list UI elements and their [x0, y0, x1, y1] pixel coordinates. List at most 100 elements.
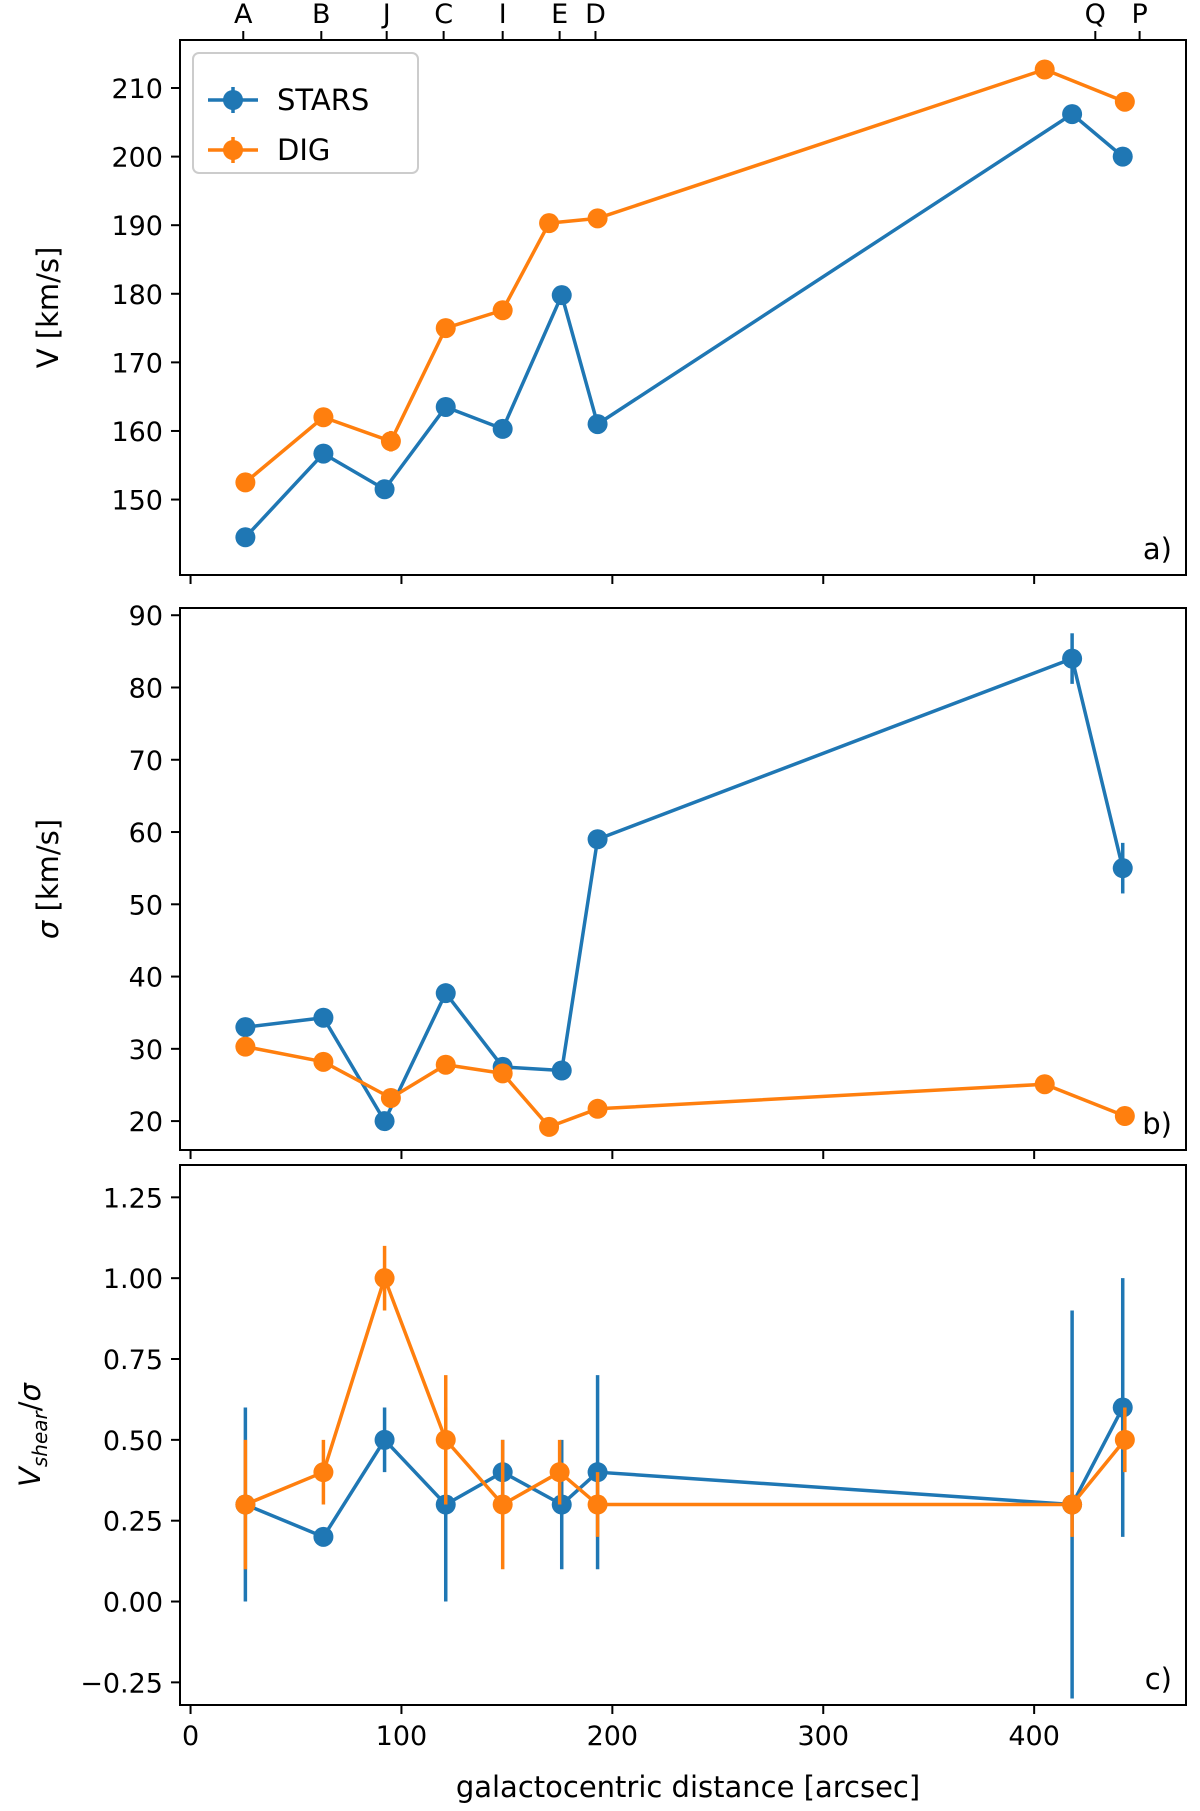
data-point	[374, 1268, 395, 1289]
plot-frame	[179, 39, 1187, 576]
legend-label: DIG	[277, 133, 330, 167]
legend-entry: STARS	[208, 83, 369, 117]
data-point	[435, 318, 456, 339]
data-point	[435, 1054, 456, 1075]
x-tick-label: 0	[182, 1721, 199, 1752]
panel-label: c)	[1145, 1662, 1172, 1696]
data-point	[551, 285, 572, 306]
data-point	[435, 983, 456, 1004]
series-dig	[235, 1245, 1135, 1570]
data-point	[587, 208, 608, 229]
data-point	[313, 1526, 334, 1547]
y-tick-label: 190	[111, 211, 163, 242]
data-point	[1112, 146, 1133, 167]
y-tick-label: 170	[111, 348, 163, 379]
y-tick-label: 60	[129, 818, 163, 849]
panel-3: −0.25 0.00 0.25 0.50 0.75 1.00 1.25 0 100 200 300 4…	[13, 1164, 1187, 1752]
data-point	[1062, 104, 1083, 125]
legend-swatch-marker	[223, 90, 243, 110]
series-stars	[235, 1278, 1133, 1699]
x-axis-label: galactocentric distance [arcsec]	[456, 1770, 920, 1804]
data-point	[587, 1494, 608, 1515]
panel-label: a)	[1143, 532, 1172, 566]
legend-entry: DIG	[208, 133, 330, 167]
top-region-label: A	[234, 0, 253, 30]
y-tick-label: 50	[129, 890, 163, 921]
y-axis-label: V [km/s]	[31, 247, 65, 369]
data-point	[380, 431, 401, 452]
x-tick-label: 400	[1008, 1721, 1060, 1752]
y-tick-label: 0.50	[103, 1426, 163, 1457]
data-point	[1114, 91, 1135, 112]
series-line-dig	[244, 1276, 1127, 1507]
data-point	[1062, 1494, 1083, 1515]
y-axis-label: σ [km/s]	[31, 819, 65, 939]
data-point	[313, 1051, 334, 1072]
y-tick-label: 40	[129, 963, 163, 994]
y-tick-label: 70	[129, 746, 163, 777]
plot-frame	[179, 1164, 1187, 1706]
data-point	[492, 418, 513, 439]
data-point	[551, 1060, 572, 1081]
panel-2: 20 30 40 50 60 70 80 90 σ [km/s] b)	[31, 601, 1187, 1159]
data-point	[1062, 648, 1083, 669]
series-line-stars	[245, 656, 1125, 1123]
x-tick-label: 200	[587, 1721, 639, 1752]
x-tick-label: 300	[797, 1721, 849, 1752]
top-region-label: P	[1131, 0, 1147, 30]
data-point	[313, 407, 334, 428]
data-point	[539, 213, 560, 234]
top-region-label: J	[381, 0, 391, 30]
y-tick-label: 180	[111, 280, 163, 311]
y-tick-label: 80	[129, 673, 163, 704]
panel-1: 150 160 170 180 190 200 210 V [km/s] a) STARS DIG	[31, 39, 1187, 584]
legend-swatch-marker	[223, 140, 243, 160]
top-region-label: E	[551, 0, 568, 30]
y-tick-label: 200	[111, 143, 163, 174]
y-tick-label: 1.25	[103, 1183, 163, 1214]
data-point	[374, 1111, 395, 1132]
data-point	[235, 1036, 256, 1057]
data-point	[587, 829, 608, 850]
y-tick-label: 0.00	[103, 1588, 163, 1619]
legend-box	[192, 52, 419, 174]
data-point	[235, 1494, 256, 1515]
series-line-stars	[244, 1406, 1125, 1539]
data-point	[1114, 1429, 1135, 1450]
data-point	[313, 1462, 334, 1483]
data-point	[549, 1462, 570, 1483]
y-tick-label: −0.25	[80, 1668, 163, 1699]
data-point	[587, 1098, 608, 1119]
data-point	[1114, 1106, 1135, 1127]
y-tick-label: 30	[129, 1035, 163, 1066]
data-point	[235, 1017, 256, 1038]
legend: STARS DIG	[192, 52, 419, 174]
top-region-label: Q	[1085, 0, 1106, 30]
data-point	[435, 1429, 456, 1450]
data-point	[374, 479, 395, 500]
series-stars	[235, 104, 1133, 548]
y-tick-label: 20	[129, 1107, 163, 1138]
data-point	[539, 1116, 560, 1137]
top-region-label: I	[499, 0, 507, 30]
y-tick-label: 0.25	[103, 1507, 163, 1538]
y-tick-label: 90	[129, 601, 163, 632]
series-dig	[235, 1036, 1135, 1137]
data-point	[587, 414, 608, 435]
data-point	[235, 527, 256, 548]
y-tick-label: 150	[111, 486, 163, 517]
y-axis-label: Vshear/σ	[13, 1381, 52, 1487]
legend-label: STARS	[277, 83, 369, 117]
y-tick-label: 160	[111, 417, 163, 448]
data-point	[1034, 59, 1055, 80]
data-point	[1112, 858, 1133, 879]
data-point	[492, 1494, 513, 1515]
y-tick-label: 1.00	[103, 1264, 163, 1295]
data-point	[374, 1429, 395, 1450]
data-point	[551, 1494, 572, 1515]
plot-frame	[179, 607, 1187, 1151]
data-point	[235, 472, 256, 493]
series-dig	[235, 59, 1135, 493]
